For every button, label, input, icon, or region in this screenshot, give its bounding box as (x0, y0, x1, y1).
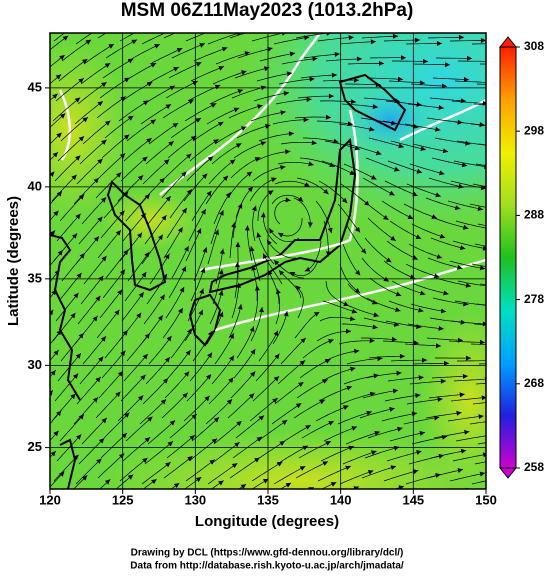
streamline (59, 496, 85, 521)
streamline (345, 511, 378, 524)
streamline-arrow (440, 512, 446, 517)
colorbar (500, 47, 516, 468)
y-tick-label: 25 (28, 439, 42, 454)
streamline-arrow (171, 504, 177, 509)
y-tick-label: 35 (28, 270, 42, 285)
x-tick-label: 135 (257, 492, 279, 507)
streamline-arrow (507, 514, 512, 519)
x-tick-label: 150 (475, 492, 497, 507)
streamline (147, 504, 177, 524)
streamline-arrow (192, 23, 198, 28)
y-axis-label: Latitude (degrees) (5, 196, 22, 326)
streamline-arrow (259, 27, 265, 32)
colorbar-tick-label: 298 (524, 123, 544, 137)
streamline-arrow (283, 503, 289, 508)
streamline-arrow (488, 358, 493, 363)
x-tick-label: 130 (184, 492, 206, 507)
streamline-arrow (100, 24, 106, 29)
streamline-arrow (376, 490, 382, 495)
y-tick-label: 30 (28, 357, 42, 372)
streamline-arrow (238, 505, 244, 510)
streamline-arrow (79, 496, 84, 501)
y-tick-label: 40 (28, 178, 42, 193)
streamline-arrow (443, 493, 449, 498)
streamline (455, 512, 490, 521)
title: MSM 06Z11May2023 (1013.2hPa) (121, 0, 414, 21)
warm-area (100, 190, 200, 250)
streamline (436, 489, 471, 498)
streamline-arrow (102, 500, 107, 505)
colorbar-tick-label: 258 (524, 460, 544, 474)
x-tick-label: 140 (330, 492, 352, 507)
streamline (389, 510, 423, 521)
colorbar-extend (500, 37, 516, 47)
colorbar-tick-label: 278 (524, 292, 544, 306)
colorbar-tick-label: 268 (524, 376, 544, 390)
streamline-arrow (55, 16, 61, 21)
streamline-arrow (488, 284, 493, 289)
streamline-arrow (462, 507, 468, 512)
streamline (81, 500, 108, 524)
streamline-arrow (216, 501, 222, 506)
streamline-arrow (489, 59, 494, 64)
streamline-arrow (487, 143, 492, 148)
y-tick-label: 45 (28, 79, 42, 94)
streamline-arrow (395, 505, 401, 510)
streamline-arrow (510, 495, 515, 500)
streamline-arrow (148, 500, 154, 505)
streamline-arrow (486, 433, 491, 438)
x-tick-label: 125 (112, 492, 134, 507)
streamline (348, 491, 382, 504)
colorbar-tick-label: 308 (524, 39, 544, 53)
streamline-arrow (373, 510, 379, 515)
streamline (433, 508, 468, 518)
colorbar-tick-label: 288 (524, 208, 544, 222)
x-axis-label: Longitude (degrees) (195, 513, 339, 530)
streamline (367, 506, 401, 518)
streamline-arrow (418, 509, 424, 514)
credit: Drawing by DCL (https://www.gfd-dennou.o… (131, 548, 404, 559)
streamline-arrow (146, 24, 152, 29)
colorbar-extend (500, 468, 516, 478)
streamline-arrow (78, 20, 84, 25)
credit: Data from http://database.rish.kyoto-u.a… (130, 561, 404, 572)
streamline (411, 513, 445, 524)
cold-spot (350, 90, 430, 150)
x-tick-label: 120 (39, 492, 61, 507)
streamline (477, 515, 512, 524)
streamline-arrow (305, 507, 311, 512)
x-tick-label: 145 (402, 492, 424, 507)
streamline-arrow (214, 27, 220, 32)
streamline-arrow (484, 511, 489, 516)
